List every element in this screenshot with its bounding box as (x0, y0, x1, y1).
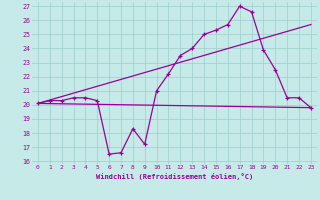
X-axis label: Windchill (Refroidissement éolien,°C): Windchill (Refroidissement éolien,°C) (96, 173, 253, 180)
